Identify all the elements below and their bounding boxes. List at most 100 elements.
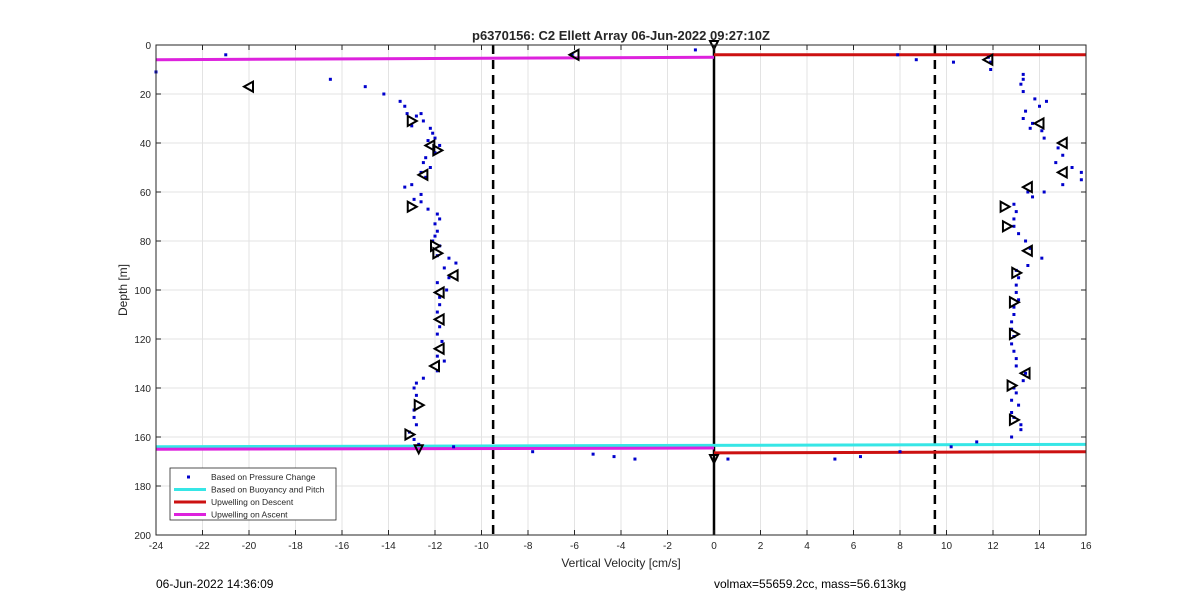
triangle-left-marker (981, 53, 994, 67)
triangle-right-marker (1011, 266, 1024, 280)
pressure-change-point (693, 48, 697, 52)
pressure-change-point (1033, 97, 1037, 101)
y-tick-label: 80 (140, 237, 152, 248)
pressure-change-point (442, 359, 446, 363)
pressure-change-point (1028, 246, 1032, 250)
pressure-change-point (1040, 256, 1044, 260)
pressure-change-point (454, 261, 458, 265)
pressure-change-point (1019, 428, 1023, 432)
triangle-left-marker (432, 285, 445, 300)
triangle-right-marker (404, 427, 417, 442)
pressure-change-point (570, 53, 574, 57)
pressure-change-point (421, 376, 425, 380)
pressure-change-point (1010, 398, 1014, 402)
series-lines (155, 53, 1087, 455)
pressure-change-point (1061, 183, 1065, 187)
pressure-change-point (452, 445, 456, 449)
y-tick-label: 180 (134, 482, 151, 493)
x-tick-label: -2 (663, 541, 672, 552)
pressure-change-point (1017, 403, 1021, 407)
pressure-change-point (433, 234, 437, 238)
pressure-change-point (1031, 195, 1035, 199)
pressure-change-point (438, 303, 442, 307)
pressure-change-point (435, 229, 439, 233)
pressure-change-point (1012, 202, 1016, 206)
pressure-change-point (1070, 166, 1074, 169)
pressure-change-point (1012, 349, 1016, 353)
pressure-change-point (447, 256, 451, 260)
y-tick-label: 200 (134, 531, 151, 542)
pressure-change-point (1024, 109, 1028, 113)
y-tick-label: 60 (140, 188, 152, 199)
x-axis-label: Vertical Velocity [cm/s] (561, 556, 680, 570)
pressure-change-point (431, 131, 435, 135)
pressure-change-point (447, 276, 451, 280)
chart-title: p6370156: C2 Ellett Array 06-Jun-2022 09… (472, 28, 770, 43)
pressure-change-point (975, 440, 979, 444)
triangle-left-marker (567, 48, 580, 62)
legend-entry-label: Upwelling on Descent (211, 497, 294, 507)
pressure-change-point (412, 415, 416, 419)
triangle-left-marker (1020, 180, 1033, 194)
pressure-change-point (414, 393, 418, 397)
legend-entry-label: Based on Pressure Change (211, 472, 316, 482)
pressure-change-point (433, 136, 437, 140)
pressure-change-point (1056, 146, 1060, 150)
pressure-change-point (421, 119, 425, 123)
triangle-left-marker (241, 79, 254, 94)
pressure-change-point (914, 58, 918, 62)
pressure-change-point (1042, 136, 1046, 140)
pressure-change-point (591, 452, 595, 456)
pressure-change-point (1021, 117, 1025, 120)
x-tick-label: 10 (941, 541, 953, 552)
pressure-change-point (1014, 283, 1018, 287)
pressure-change-point (426, 207, 430, 211)
pressure-change-point (1028, 126, 1032, 130)
x-tick-label: -20 (242, 541, 257, 552)
pressure-change-point (1026, 190, 1030, 194)
triangle-left-marker (427, 359, 440, 373)
triangle-left-marker (1055, 165, 1068, 180)
pressure-change-point (531, 450, 535, 454)
triangle-left-marker (432, 342, 445, 356)
pressure-change-point (1014, 210, 1018, 214)
pressure-change-point (382, 92, 386, 96)
pressure-change-point (1010, 411, 1014, 414)
y-tick-label: 120 (134, 335, 151, 346)
pressure-change-point (1012, 313, 1016, 316)
pressure-change-point (612, 455, 616, 459)
pressure-change-point (403, 185, 407, 189)
series-line (155, 55, 715, 62)
pressure-change-point (949, 445, 953, 449)
pressure-change-point (1021, 90, 1025, 94)
pressure-change-point (989, 68, 993, 71)
triangle-right-marker (1001, 219, 1015, 233)
pressure-change-point (896, 53, 900, 57)
pressure-change-point (1044, 99, 1048, 103)
grid-lines (155, 44, 1087, 536)
x-tick-label: 0 (711, 541, 717, 552)
pressure-change-point (989, 60, 993, 64)
pressure-change-point (1079, 170, 1083, 174)
triangle-right-marker (432, 246, 445, 260)
pressure-change-point (403, 104, 407, 108)
pressure-change-point (951, 60, 955, 64)
pressure-change-point (419, 200, 423, 204)
pressure-change-point (435, 310, 439, 314)
pressure-change-point (1040, 129, 1044, 133)
pressure-change-point (1054, 161, 1058, 165)
pressure-change-point (424, 175, 428, 179)
pressure-change-point (428, 166, 432, 169)
legend: Based on Pressure Change Based on Buoyanc… (169, 467, 337, 521)
pressure-change-point (410, 183, 414, 187)
triangle-right-marker (1008, 327, 1021, 341)
y-tick-label: 140 (134, 384, 151, 395)
pressure-change-point (1038, 104, 1041, 108)
pressure-change-point (426, 139, 430, 143)
pressure-change-point (1010, 320, 1014, 324)
pressure-change-point (405, 112, 409, 116)
pressure-change-point (1014, 391, 1018, 395)
triangle-left-marker (1032, 116, 1045, 131)
y-tick-label: 40 (140, 139, 152, 150)
